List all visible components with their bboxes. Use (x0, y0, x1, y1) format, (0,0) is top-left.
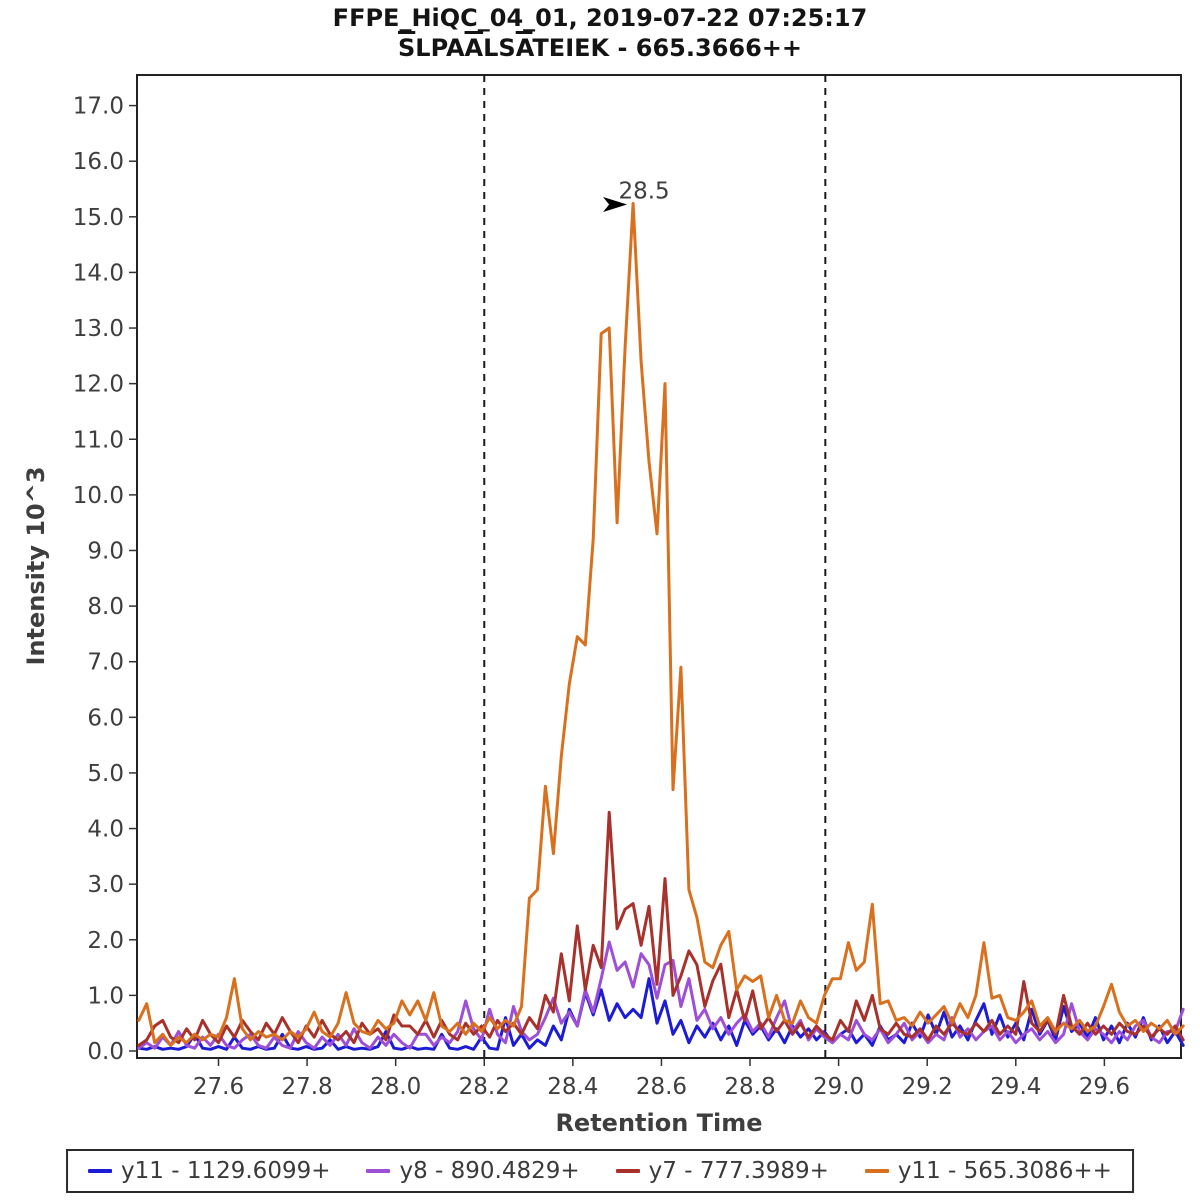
y-axis-label: Intensity 10^3 (22, 466, 50, 665)
y-tick-label: 13.0 (73, 316, 124, 342)
y-tick-label: 16.0 (73, 149, 124, 175)
x-tick-label: 29.4 (990, 1074, 1041, 1100)
x-tick-label: 27.8 (281, 1074, 332, 1100)
integration-boundaries[interactable] (483, 75, 827, 1058)
y-axis-ticks: 0.0 1.0 2.0 3.0 4.0 5.0 6.0 7.0 8.0 9.0 10.0 11.0 12… (73, 94, 137, 1065)
peptide-residue: TEIEK - 665.3666++ (532, 34, 803, 62)
chart-header: FFPE_HiQC_04_01, 2019-07-22 07:25:17 SLP… (0, 3, 1200, 63)
x-tick-label: 28.6 (636, 1074, 687, 1100)
x-axis-label: Retention Time (555, 1109, 762, 1137)
x-tick-label: 27.6 (193, 1074, 244, 1100)
legend-item: y11 - 1129.6099+ (88, 1158, 330, 1184)
y-tick-label: 1.0 (87, 983, 124, 1009)
y-tick-label: 15.0 (73, 205, 124, 231)
y-tick-label: 12.0 (73, 372, 124, 398)
peptide-residue: LPA (415, 34, 465, 62)
chart-title: FFPE_HiQC_04_01, 2019-07-22 07:25:17 (332, 4, 868, 32)
trace-y11-565-3086- (137, 202, 1185, 1047)
x-tick-label: 29.0 (813, 1074, 864, 1100)
y-tick-label: 11.0 (73, 427, 124, 453)
peptide-residue: A (464, 34, 484, 62)
y-tick-label: 5.0 (87, 761, 124, 787)
legend-label: y11 - 1129.6099+ (121, 1158, 331, 1184)
y-tick-label: 3.0 (87, 872, 124, 898)
legend-swatch-icon (366, 1169, 391, 1173)
peptide-residue: LS (483, 34, 516, 62)
y-tick-label: 2.0 (87, 928, 124, 954)
x-tick-label: 29.2 (902, 1074, 953, 1100)
x-tick-label: 28.8 (724, 1074, 775, 1100)
legend-swatch-icon (864, 1169, 889, 1173)
chromatogram-traces (137, 202, 1185, 1051)
trace-y8-890-4829- (137, 940, 1185, 1050)
y-tick-label: 7.0 (87, 650, 124, 676)
peptide-residue: S (397, 34, 416, 62)
plot-frame (136, 74, 1182, 1059)
x-tick-label: 28.0 (370, 1074, 421, 1100)
legend-item: y7 - 777.3989+ (615, 1158, 829, 1184)
legend: y11 - 1129.6099+ y8 - 890.4829+ y7 - 777.3… (66, 1149, 1134, 1193)
legend-swatch-icon (615, 1169, 640, 1173)
peak-rt-annotation: 28.5 (618, 178, 669, 204)
legend-label: y7 - 777.3989+ (648, 1158, 829, 1184)
legend-item: y8 - 890.4829+ (366, 1158, 580, 1184)
y-tick-label: 9.0 (87, 538, 124, 564)
x-axis-ticks: 27.6 27.8 28.0 28.2 28.4 28.6 28.8 29.0 29.2 29.4… (193, 1058, 1130, 1100)
legend-label: y11 - 565.3086++ (897, 1158, 1112, 1184)
y-tick-label: 8.0 (87, 594, 124, 620)
y-tick-label: 4.0 (87, 817, 124, 843)
y-tick-label: 6.0 (87, 705, 124, 731)
x-tick-label: 28.2 (459, 1074, 510, 1100)
y-tick-label: 0.0 (87, 1039, 124, 1065)
peptide-residue: A (515, 34, 533, 62)
legend-item: y11 - 565.3086++ (864, 1158, 1112, 1184)
y-tick-label: 10.0 (73, 483, 124, 509)
y-tick-label: 17.0 (73, 94, 124, 120)
y-tick-label: 14.0 (73, 260, 124, 286)
legend-label: y8 - 890.4829+ (399, 1158, 580, 1184)
x-tick-label: 28.4 (547, 1074, 598, 1100)
x-tick-label: 29.6 (1079, 1074, 1130, 1100)
legend-swatch-icon (88, 1169, 113, 1173)
peptide-subtitle: SLPAALSATEIEK - 665.3666++ (0, 33, 1200, 63)
best-peak-arrow-icon (603, 196, 628, 212)
trace-y7-777-3989- (137, 810, 1185, 1047)
